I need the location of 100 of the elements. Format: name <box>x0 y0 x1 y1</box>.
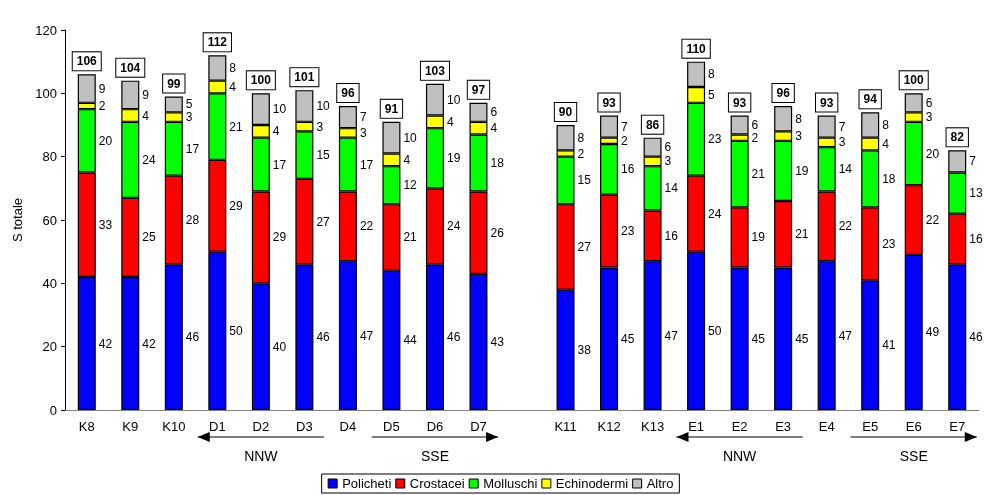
data-label: 47 <box>359 328 374 343</box>
data-label: 4 <box>272 124 280 139</box>
data-label: 26 <box>490 225 505 240</box>
x-tick-label: K8 <box>78 419 95 434</box>
x-tick-label: K11 <box>554 419 577 434</box>
x-tick-label: E7 <box>949 419 966 434</box>
data-label: 47 <box>838 328 853 343</box>
legend-label: Echinodermi <box>555 476 629 491</box>
total-label: 106 <box>76 54 98 69</box>
data-label: 10 <box>446 92 461 107</box>
x-tick-label: D4 <box>339 419 357 434</box>
y-tick-label: 120 <box>35 22 57 38</box>
data-label: 20 <box>925 146 940 161</box>
data-label: 4 <box>403 152 411 167</box>
legend-label: Altro <box>646 476 674 491</box>
data-label: 5 <box>708 87 716 102</box>
y-tick-label: 40 <box>42 275 57 291</box>
data-label: 18 <box>490 156 505 170</box>
x-tick-label: K9 <box>122 419 139 434</box>
total-label: 94 <box>863 92 878 107</box>
data-label: 40 <box>272 339 287 354</box>
total-label: 97 <box>471 82 486 97</box>
data-label: 14 <box>838 162 853 177</box>
data-label: 50 <box>229 323 244 338</box>
data-label: 16 <box>664 228 679 243</box>
data-label: 46 <box>969 330 983 345</box>
y-axis-title: S totale <box>10 197 26 243</box>
data-label: 46 <box>185 330 200 345</box>
x-tick-label: K10 <box>162 419 186 434</box>
total-label: 91 <box>384 101 399 116</box>
data-label: 9 <box>98 81 106 96</box>
data-label: 4 <box>446 114 454 129</box>
data-label: 19 <box>751 230 766 245</box>
data-label: 14 <box>664 181 679 196</box>
data-label: 45 <box>751 331 766 346</box>
y-tick-label: 0 <box>49 402 57 418</box>
x-tick-label: E4 <box>818 419 835 434</box>
data-label: 19 <box>795 163 809 178</box>
data-label: 3 <box>185 110 193 125</box>
legend-label: Molluschi <box>483 476 538 491</box>
data-label: 49 <box>925 325 940 340</box>
x-tick-label: E5 <box>862 419 879 434</box>
data-label: 7 <box>838 119 846 134</box>
data-label: 9 <box>142 87 150 102</box>
data-label: 46 <box>446 330 461 345</box>
x-tick-label: D5 <box>383 419 400 434</box>
data-label: 13 <box>969 186 983 201</box>
total-label: 112 <box>207 35 228 50</box>
data-label: 24 <box>142 152 156 167</box>
data-label: 29 <box>272 230 287 245</box>
data-label: 17 <box>272 157 287 172</box>
data-label: 3 <box>925 110 933 125</box>
text: SSE <box>420 448 449 464</box>
data-label: 21 <box>229 119 244 134</box>
data-label: 10 <box>272 102 287 117</box>
data-label: 7 <box>969 154 977 169</box>
data-label: 15 <box>316 148 331 163</box>
data-label: 12 <box>403 178 418 193</box>
data-label: 3 <box>838 135 846 150</box>
data-label: 21 <box>751 167 766 182</box>
x-tick-label: E2 <box>731 419 748 434</box>
data-label: 28 <box>185 213 200 227</box>
total-label: 90 <box>558 105 573 119</box>
data-label: 2 <box>621 133 629 148</box>
x-tick-label: D6 <box>426 419 444 434</box>
data-label: 3 <box>359 125 367 140</box>
total-label: 96 <box>776 86 791 100</box>
data-label: 44 <box>403 333 418 348</box>
data-label: 45 <box>621 331 635 346</box>
data-label: 42 <box>142 336 156 351</box>
data-label: 8 <box>577 130 585 145</box>
data-label: 21 <box>795 227 809 242</box>
data-label: 6 <box>490 105 498 120</box>
data-label: 38 <box>577 342 592 357</box>
data-label: 33 <box>98 217 113 232</box>
text: NNW <box>722 448 758 464</box>
total-label: 93 <box>819 95 834 110</box>
data-label: 4 <box>142 108 150 123</box>
data-label: 22 <box>838 219 853 234</box>
data-label: 7 <box>621 119 629 134</box>
data-label: 25 <box>142 230 156 245</box>
data-label: 4 <box>490 121 498 136</box>
y-tick-label: 60 <box>42 212 57 228</box>
legend-label: Policheti <box>342 476 392 491</box>
x-tick-label: K13 <box>641 419 665 434</box>
data-label: 10 <box>316 99 331 113</box>
total-label: 96 <box>341 86 355 100</box>
data-label: 20 <box>98 133 113 148</box>
data-label: 6 <box>925 95 933 110</box>
data-label: 43 <box>490 334 505 349</box>
data-label: 27 <box>577 239 592 254</box>
x-tick-label: D3 <box>296 419 313 434</box>
data-label: 16 <box>969 232 983 246</box>
data-label: 47 <box>664 328 679 343</box>
total-label: 100 <box>903 73 925 88</box>
data-label: 4 <box>229 80 237 94</box>
total-label: 99 <box>167 76 181 91</box>
data-label: 27 <box>316 214 331 229</box>
data-label: 16 <box>621 162 635 177</box>
total-label: 103 <box>424 63 446 78</box>
